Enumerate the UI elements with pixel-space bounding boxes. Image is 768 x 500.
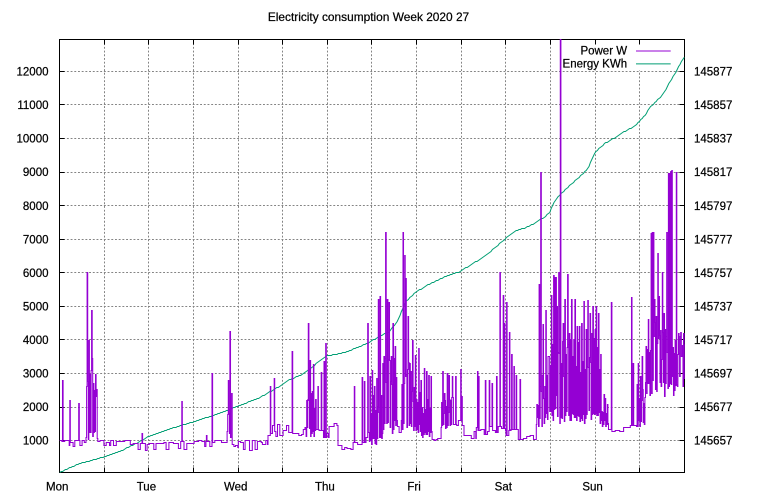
svg-text:145837: 145837 [694,134,732,146]
svg-text:Tue: Tue [137,481,156,493]
svg-text:145757: 145757 [694,268,732,280]
svg-text:145817: 145817 [694,167,732,179]
svg-text:145877: 145877 [694,67,732,79]
svg-text:Sun: Sun [582,481,602,493]
svg-text:145677: 145677 [694,402,732,414]
svg-text:9000: 9000 [23,167,49,179]
svg-text:1000: 1000 [23,436,49,448]
svg-text:12000: 12000 [17,67,49,79]
svg-text:Mon: Mon [46,481,68,493]
svg-text:2000: 2000 [23,402,49,414]
svg-text:145737: 145737 [694,301,732,313]
svg-text:11000: 11000 [17,100,48,112]
svg-text:145797: 145797 [694,201,732,213]
svg-text:6000: 6000 [23,268,49,280]
svg-text:145717: 145717 [694,335,732,347]
svg-text:10000: 10000 [17,134,49,146]
svg-text:5000: 5000 [23,301,49,313]
svg-text:145697: 145697 [694,369,732,381]
svg-text:Wed: Wed [224,481,247,493]
svg-text:Energy KWh: Energy KWh [563,58,628,70]
svg-text:145857: 145857 [694,100,732,112]
svg-text:Power W: Power W [580,45,627,57]
svg-text:Electricity consumption Week 2: Electricity consumption Week 2020 27 [268,10,470,24]
svg-text:Thu: Thu [315,481,335,493]
svg-text:3000: 3000 [23,369,49,381]
svg-text:145657: 145657 [694,436,732,448]
svg-text:7000: 7000 [23,234,49,246]
svg-text:4000: 4000 [23,335,49,347]
svg-text:145777: 145777 [694,234,732,246]
svg-text:Fri: Fri [407,481,420,493]
svg-text:8000: 8000 [23,201,49,213]
svg-text:Sat: Sat [495,481,513,493]
